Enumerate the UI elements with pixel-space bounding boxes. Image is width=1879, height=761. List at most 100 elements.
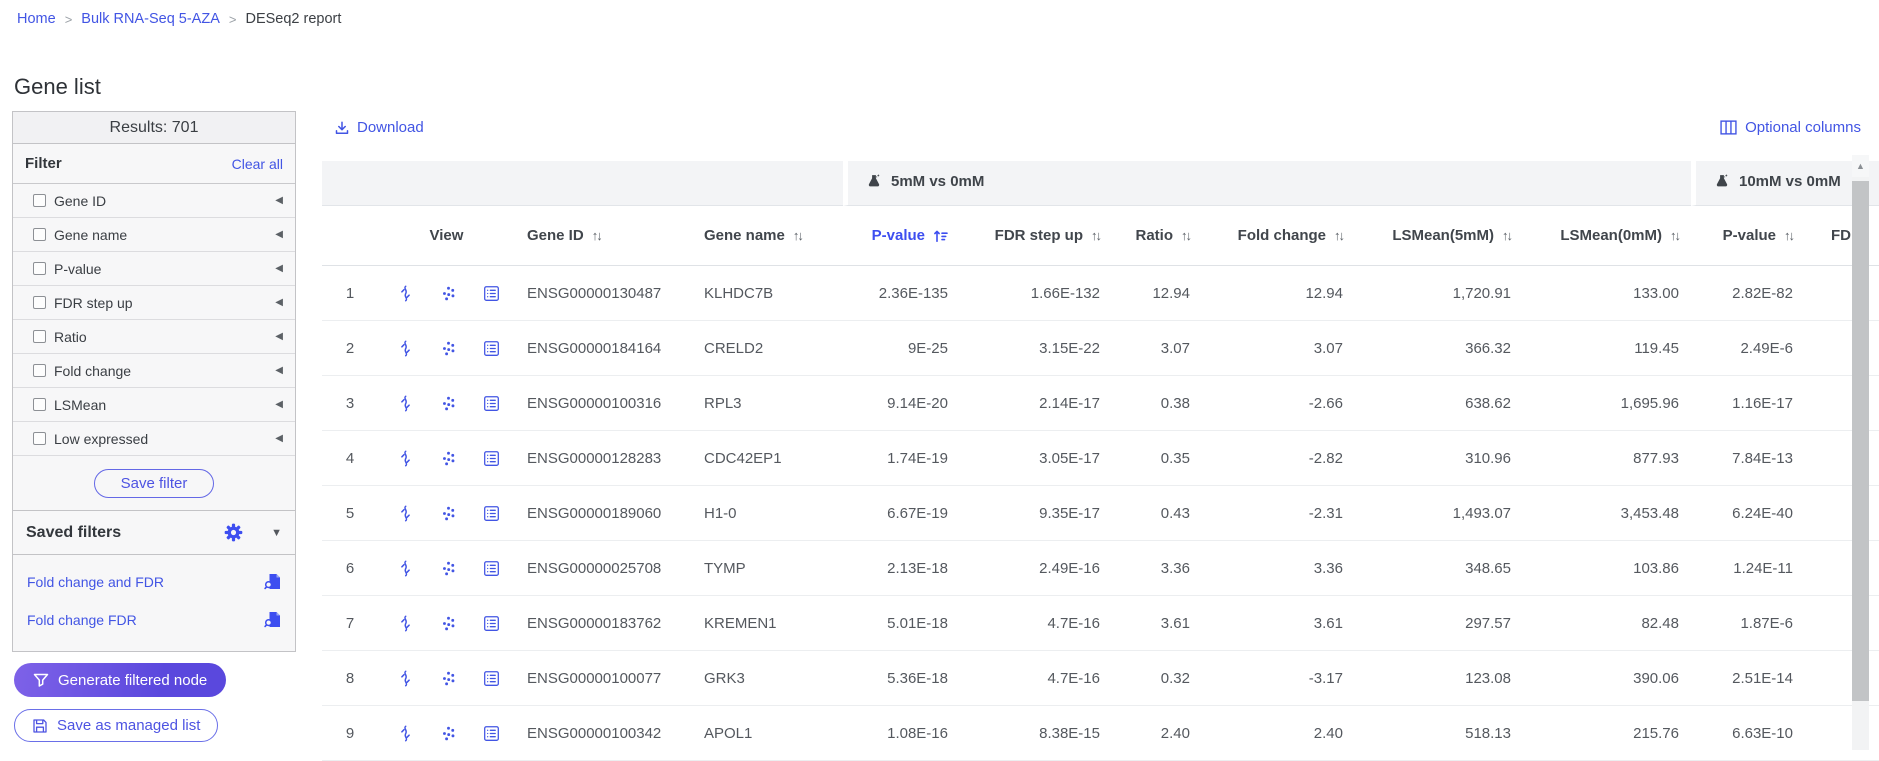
gene-id-cell: ENSG00000025708 [515, 541, 692, 596]
filter-checkbox[interactable] [33, 364, 46, 377]
violin-plot-icon[interactable] [397, 560, 414, 577]
filter-checkbox[interactable] [33, 228, 46, 241]
gene-details-list-icon[interactable] [483, 670, 500, 687]
filter-section-title: Filter [25, 155, 62, 172]
optional-columns-link[interactable]: Optional columns [1720, 119, 1861, 136]
table-scrollbar[interactable]: ▲ [1852, 155, 1869, 750]
generate-filtered-node-label: Generate filtered node [58, 672, 207, 689]
breadcrumb-project-link[interactable]: Bulk RNA-Seq 5-AZA [81, 11, 220, 27]
violin-plot-icon[interactable] [397, 285, 414, 302]
filter-checkbox[interactable] [33, 398, 46, 411]
row-number: 1 [322, 266, 378, 321]
fdr-step-up-cell: 4.7E-16 [960, 596, 1112, 651]
filter-row[interactable]: Fold change ◀ [13, 354, 295, 388]
expand-filter-icon[interactable]: ◀ [275, 195, 283, 206]
gene-details-list-icon[interactable] [483, 725, 500, 742]
dot-plot-icon[interactable] [440, 560, 457, 577]
gear-icon[interactable] [224, 523, 243, 542]
gene-details-list-icon[interactable] [483, 505, 500, 522]
violin-plot-icon[interactable] [397, 615, 414, 632]
expand-filter-icon[interactable]: ◀ [275, 331, 283, 342]
violin-plot-icon[interactable] [397, 340, 414, 357]
download-link[interactable]: Download [334, 119, 424, 136]
p-value-5mm-cell: 2.13E-18 [843, 541, 960, 596]
gene-name-cell: GRK3 [692, 651, 843, 706]
dot-plot-icon[interactable] [440, 725, 457, 742]
dot-plot-icon[interactable] [440, 505, 457, 522]
table-body: 1 [322, 266, 1879, 761]
group-header-5mm: 5mM vs 0mM [843, 161, 1691, 206]
saved-filter-link[interactable]: Fold change FDR [27, 612, 137, 628]
filter-checkbox[interactable] [33, 432, 46, 445]
download-label: Download [357, 119, 424, 136]
filter-row[interactable]: P-value ◀ [13, 252, 295, 286]
violin-plot-icon[interactable] [397, 450, 414, 467]
expand-filter-icon[interactable]: ◀ [275, 365, 283, 376]
clear-all-filters-link[interactable]: Clear all [232, 156, 283, 172]
column-header-gene-name[interactable]: Gene name↑↓ [692, 206, 843, 266]
ratio-cell: 2.40 [1112, 706, 1202, 761]
column-header-fold-change[interactable]: Fold change↑↓ [1202, 206, 1355, 266]
gene-details-list-icon[interactable] [483, 615, 500, 632]
save-as-managed-list-button[interactable]: Save as managed list [14, 709, 218, 742]
column-header-p-value-5mm[interactable]: P-value [843, 206, 960, 266]
column-header-p-value-10mm[interactable]: P-value↑↓ [1691, 206, 1805, 266]
dot-plot-icon[interactable] [440, 670, 457, 687]
row-number: 7 [322, 596, 378, 651]
violin-plot-icon[interactable] [397, 725, 414, 742]
expand-filter-icon[interactable]: ◀ [275, 433, 283, 444]
dot-plot-icon[interactable] [440, 395, 457, 412]
dot-plot-icon[interactable] [440, 285, 457, 302]
filter-row[interactable]: Low expressed ◀ [13, 422, 295, 456]
filter-row[interactable]: Ratio ◀ [13, 320, 295, 354]
gene-name-cell: H1-0 [692, 486, 843, 541]
ratio-cell: 0.43 [1112, 486, 1202, 541]
breadcrumb-home-link[interactable]: Home [17, 11, 56, 27]
filter-row[interactable]: LSMean ◀ [13, 388, 295, 422]
gene-details-list-icon[interactable] [483, 285, 500, 302]
filter-checkbox[interactable] [33, 330, 46, 343]
expand-filter-icon[interactable]: ◀ [275, 263, 283, 274]
expand-filter-icon[interactable]: ◀ [275, 399, 283, 410]
expand-filter-icon[interactable]: ◀ [275, 229, 283, 240]
dot-plot-icon[interactable] [440, 340, 457, 357]
generate-filtered-node-button[interactable]: Generate filtered node [14, 663, 226, 697]
filter-checkbox[interactable] [33, 296, 46, 309]
dot-plot-icon[interactable] [440, 450, 457, 467]
column-header-fdr-step-up[interactable]: FDR step up↑↓ [960, 206, 1112, 266]
ratio-cell: 3.36 [1112, 541, 1202, 596]
apply-saved-filter-icon[interactable] [264, 573, 281, 591]
expand-filter-icon[interactable]: ◀ [275, 297, 283, 308]
lsmean-5mm-cell: 1,720.91 [1355, 266, 1523, 321]
download-icon [334, 120, 350, 136]
filter-checkbox[interactable] [33, 262, 46, 275]
column-header-lsmean-5mm[interactable]: LSMean(5mM)↑↓ [1355, 206, 1523, 266]
filter-row[interactable]: Gene name ◀ [13, 218, 295, 252]
saved-filter-link[interactable]: Fold change and FDR [27, 574, 164, 590]
filter-row[interactable]: FDR step up ◀ [13, 286, 295, 320]
filter-label: Low expressed [54, 431, 148, 447]
dot-plot-icon[interactable] [440, 615, 457, 632]
filter-checkbox[interactable] [33, 194, 46, 207]
scrollbar-thumb[interactable] [1852, 181, 1869, 701]
ratio-cell: 3.61 [1112, 596, 1202, 651]
gene-details-list-icon[interactable] [483, 340, 500, 357]
gene-details-list-icon[interactable] [483, 395, 500, 412]
column-header-ratio[interactable]: Ratio↑↓ [1112, 206, 1202, 266]
column-header-lsmean-0mm[interactable]: LSMean(0mM)↑↓ [1523, 206, 1691, 266]
group-label-10mm: 10mM vs 0mM [1739, 173, 1841, 190]
violin-plot-icon[interactable] [397, 670, 414, 687]
gene-details-list-icon[interactable] [483, 560, 500, 577]
fdr-step-up-cell: 1.66E-132 [960, 266, 1112, 321]
filter-row[interactable]: Gene ID ◀ [13, 184, 295, 218]
apply-saved-filter-icon[interactable] [264, 611, 281, 629]
table-row: 4 [322, 431, 1879, 486]
column-header-gene-id[interactable]: Gene ID↑↓ [515, 206, 692, 266]
violin-plot-icon[interactable] [397, 395, 414, 412]
scroll-up-button[interactable]: ▲ [1852, 155, 1869, 177]
save-filter-button[interactable]: Save filter [94, 469, 215, 498]
violin-plot-icon[interactable] [397, 505, 414, 522]
table-row: 9 [322, 706, 1879, 761]
collapse-chevron-icon[interactable]: ▼ [271, 527, 282, 539]
gene-details-list-icon[interactable] [483, 450, 500, 467]
